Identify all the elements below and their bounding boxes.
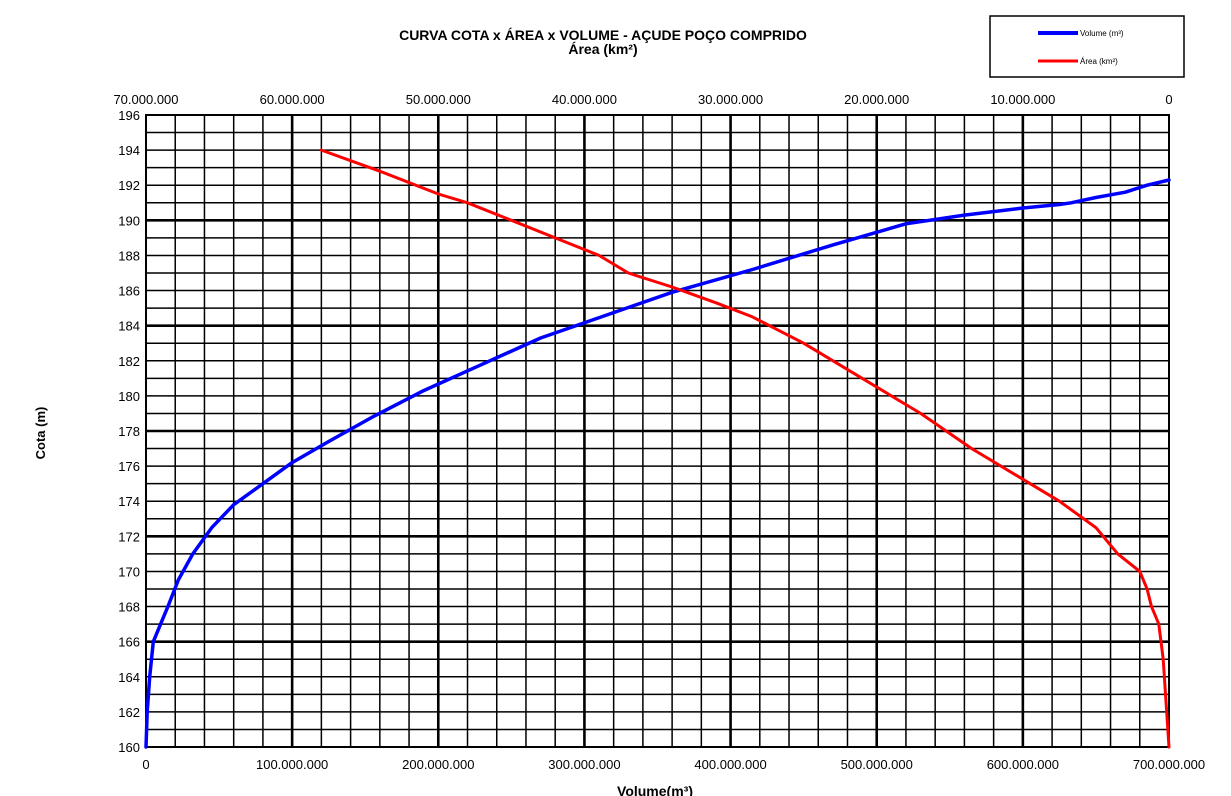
chart-title: CURVA COTA x ÁREA x VOLUME - AÇUDE POÇO … xyxy=(399,27,807,43)
y-tick-label: 168 xyxy=(118,600,140,615)
y-tick-label: 174 xyxy=(118,494,140,509)
y-tick-label: 196 xyxy=(118,108,140,123)
y-tick-label: 166 xyxy=(118,635,140,650)
y-tick-label: 184 xyxy=(118,319,140,334)
x-top-tick-label: 20.000.000 xyxy=(844,92,909,107)
series-group xyxy=(144,148,1171,749)
y-tick-label: 180 xyxy=(118,389,140,404)
x-top-tick-label: 50.000.000 xyxy=(406,92,471,107)
x-top-tick-label: 40.000.000 xyxy=(552,92,617,107)
x-bottom-tick-label: 300.000.000 xyxy=(548,757,620,772)
x-top-tick-label: 0 xyxy=(1165,92,1172,107)
legend-label-area: Área (km²) xyxy=(1080,57,1118,66)
x-top-tick-label: 10.000.000 xyxy=(990,92,1055,107)
x-bottom-tick-label: 700.000.000 xyxy=(1133,757,1205,772)
y-tick-label: 194 xyxy=(118,143,140,158)
x-bottom-tick-label: 100.000.000 xyxy=(256,757,328,772)
y-tick-label: 192 xyxy=(118,178,140,193)
legend: Volume (m³) Área (km²) xyxy=(989,15,1185,78)
legend-box xyxy=(989,15,1185,78)
x-top-tick-label: 30.000.000 xyxy=(698,92,763,107)
grid xyxy=(145,114,1170,748)
x-bottom-tick-label: 0 xyxy=(142,757,149,772)
y-tick-label: 178 xyxy=(118,424,140,439)
y-tick-label: 172 xyxy=(118,529,140,544)
y-tick-label: 160 xyxy=(118,740,140,755)
y-tick-label: 182 xyxy=(118,354,140,369)
bottom-axis-label: Volume(m³) xyxy=(617,783,693,796)
y-tick-label: 162 xyxy=(118,705,140,720)
x-bottom-tick-label: 200.000.000 xyxy=(402,757,474,772)
x-top-tick-label: 60.000.000 xyxy=(260,92,325,107)
y-tick-label: 164 xyxy=(118,670,140,685)
y-tick-label: 170 xyxy=(118,564,140,579)
series-line-area xyxy=(319,148,1171,749)
x-bottom-tick-label: 600.000.000 xyxy=(987,757,1059,772)
y-tick-label: 188 xyxy=(118,248,140,263)
top-axis-label: Área (km²) xyxy=(568,41,637,57)
tick-labels: 160 162 164 166 168 170 172 174 176 178 180 182 184 1… xyxy=(113,92,1205,772)
y-tick-label: 176 xyxy=(118,459,140,474)
x-top-tick-label: 70.000.000 xyxy=(113,92,178,107)
x-bottom-tick-label: 500.000.000 xyxy=(841,757,913,772)
y-tick-label: 190 xyxy=(118,213,140,228)
y-axis-label: Cota (m) xyxy=(33,407,48,460)
y-tick-label: 186 xyxy=(118,284,140,299)
legend-label-volume: Volume (m³) xyxy=(1080,29,1124,38)
x-bottom-tick-label: 400.000.000 xyxy=(694,757,766,772)
series-line-volume xyxy=(144,178,1171,749)
